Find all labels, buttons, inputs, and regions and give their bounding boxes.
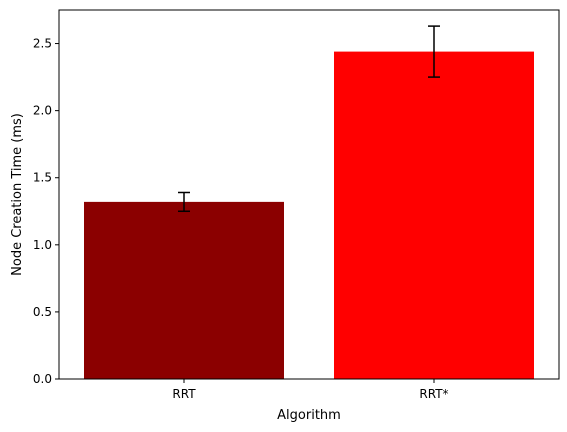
y-tick-label: 2.5 xyxy=(33,37,52,51)
y-tick-label: 1.0 xyxy=(33,238,52,252)
errorbars-layer xyxy=(178,25,440,213)
y-tick-label: 2.0 xyxy=(33,104,52,118)
y-axis: 0.0 0.5 1.0 1.5 2.0 2.5 xyxy=(33,37,59,386)
x-tick-label: RRT xyxy=(172,387,196,401)
bars-layer xyxy=(84,51,534,379)
bar-rrt xyxy=(84,201,284,379)
bar-rrtstar xyxy=(334,51,534,379)
y-axis-title: Node Creation Time (ms) xyxy=(10,113,25,276)
x-axis: RRT RRT* xyxy=(172,379,449,401)
x-tick-label: RRT* xyxy=(419,387,448,401)
y-tick-label: 0.5 xyxy=(33,305,52,319)
y-tick-label: 0.0 xyxy=(33,372,52,386)
x-axis-title: Algorithm xyxy=(277,408,341,423)
plot-frame xyxy=(58,9,560,380)
y-tick-label: 1.5 xyxy=(33,171,52,185)
